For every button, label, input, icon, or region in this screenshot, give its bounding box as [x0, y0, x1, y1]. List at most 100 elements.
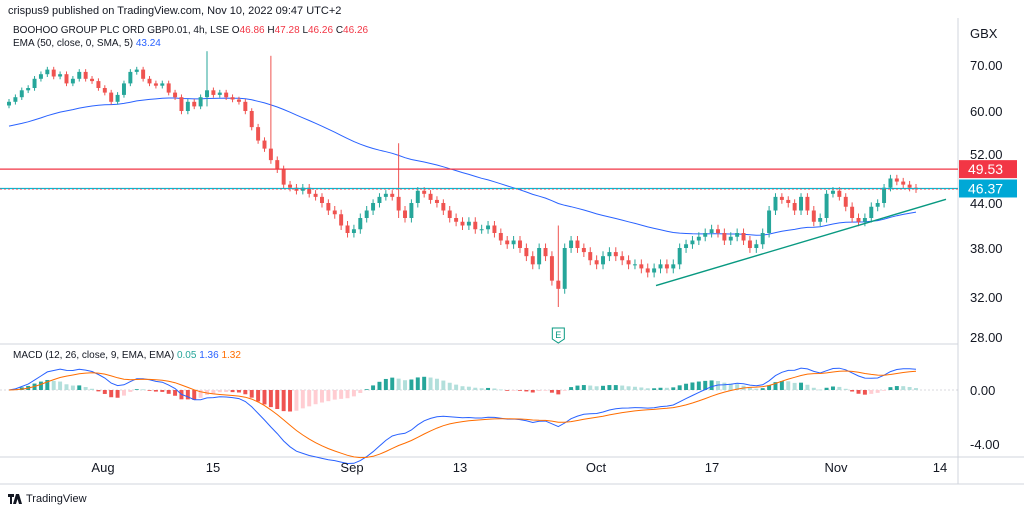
- macd-histogram-bar: [396, 378, 401, 390]
- candle-body: [256, 127, 261, 141]
- candle-body: [358, 218, 363, 230]
- candle-body: [703, 233, 708, 237]
- macd-signal-value: 1.32: [221, 350, 241, 361]
- candle-body: [894, 178, 899, 182]
- candle-body: [690, 240, 695, 245]
- macd-histogram-bar: [383, 378, 388, 390]
- macd-histogram-bar: [134, 389, 139, 390]
- candle-body: [313, 193, 318, 197]
- candle-body: [173, 92, 178, 98]
- candle-body: [466, 221, 471, 226]
- candle-body: [607, 252, 612, 257]
- candle-body: [141, 69, 146, 79]
- publisher-note: crispus9 published on TradingView.com, N…: [8, 5, 342, 17]
- ema-value: 43.24: [135, 38, 161, 49]
- candle-body: [735, 233, 740, 237]
- macd-histogram-bar: [639, 387, 644, 390]
- macd-histogram-bar: [141, 389, 146, 391]
- macd-histogram-bar: [326, 390, 331, 402]
- macd-histogram-bar: [147, 390, 152, 391]
- macd-histogram-bar: [58, 381, 63, 390]
- candle-body: [760, 233, 765, 245]
- candle-body: [684, 244, 689, 248]
- macd-histogram-bar: [294, 390, 299, 411]
- candle-body: [875, 203, 880, 207]
- candle-body: [300, 187, 305, 191]
- macd-histogram-bar: [332, 390, 337, 400]
- macd-histogram-bar: [588, 385, 593, 390]
- candle-body: [779, 196, 784, 200]
- macd-histogram-bar: [51, 380, 56, 390]
- x-tick-label: Aug: [91, 460, 114, 475]
- candle-body: [128, 71, 133, 84]
- candle-body: [549, 256, 554, 281]
- candle-body: [134, 69, 139, 72]
- resistance-price-label: 49.53: [968, 161, 1003, 177]
- macd-histogram-bar: [575, 385, 580, 390]
- x-tick-label: 14: [933, 460, 947, 475]
- macd-histogram-bar: [428, 377, 433, 390]
- candle-body: [856, 218, 861, 222]
- candle-body: [671, 264, 676, 269]
- macd-histogram-bar: [722, 382, 727, 390]
- high-value: 47.28: [274, 25, 300, 36]
- candle-body: [511, 240, 516, 245]
- macd-histogram-bar: [882, 390, 887, 391]
- macd-histogram-bar: [224, 390, 229, 392]
- candle-body: [45, 69, 50, 75]
- macd-histogram-bar: [645, 388, 650, 390]
- candle-body: [428, 193, 433, 200]
- macd-histogram-bar: [377, 381, 382, 390]
- candle-body: [882, 187, 887, 203]
- candle-body: [613, 252, 618, 257]
- macd-histogram-bar: [166, 390, 171, 394]
- footer-brand-label: TradingView: [26, 493, 87, 505]
- candle-body: [454, 218, 459, 222]
- high-label: H: [267, 25, 275, 36]
- macd-histogram-bar: [230, 390, 235, 393]
- candle-body: [492, 225, 497, 233]
- macd-histogram-bar: [805, 384, 810, 390]
- candle-body: [26, 88, 31, 91]
- candle-body: [837, 190, 842, 197]
- macd-histogram-bar: [703, 380, 708, 390]
- last-price-label: 46.37: [968, 180, 1003, 196]
- macd-histogram-bar: [799, 382, 804, 390]
- macd-histogram-bar: [824, 387, 829, 390]
- candle-body: [109, 92, 114, 102]
- macd-histogram-bar: [907, 387, 912, 390]
- candle-body: [332, 210, 337, 215]
- macd-histogram-bar: [102, 390, 107, 394]
- candle-body: [121, 83, 126, 95]
- ema-label: EMA (50, close, 0, SMA, 5): [13, 38, 134, 49]
- macd-histogram-bar: [243, 390, 248, 395]
- candle-body: [824, 193, 829, 218]
- macd-histogram-bar: [473, 387, 478, 390]
- candle-body: [601, 256, 606, 265]
- macd-histogram-bar: [466, 386, 471, 390]
- candle-body: [594, 260, 599, 265]
- macd-histogram-bar: [351, 390, 356, 397]
- candle-body: [620, 256, 625, 261]
- candle-body: [843, 196, 848, 207]
- macd-histogram-bar: [811, 387, 816, 390]
- macd-legend: MACD (12, 26, close, 9, EMA, EMA) 0.05 1…: [13, 350, 241, 361]
- candle-body: [377, 196, 382, 203]
- open-value: 46.86: [239, 25, 265, 36]
- macd-histogram-bar: [530, 390, 535, 393]
- candle-body: [792, 203, 797, 211]
- macd-histogram-bar: [524, 390, 529, 392]
- candle-body: [805, 196, 810, 211]
- candle-body: [224, 92, 229, 98]
- candle-body: [409, 203, 414, 218]
- macd-histogram-bar: [620, 385, 625, 390]
- footer-brand[interactable]: TradingView: [8, 493, 87, 505]
- candle-body: [422, 190, 427, 194]
- candle-body: [505, 240, 510, 245]
- candle-body: [569, 240, 574, 248]
- macd-histogram-bar: [390, 377, 395, 390]
- candle-body: [907, 184, 912, 188]
- candle-body: [677, 248, 682, 265]
- macd-histogram-bar: [850, 390, 855, 392]
